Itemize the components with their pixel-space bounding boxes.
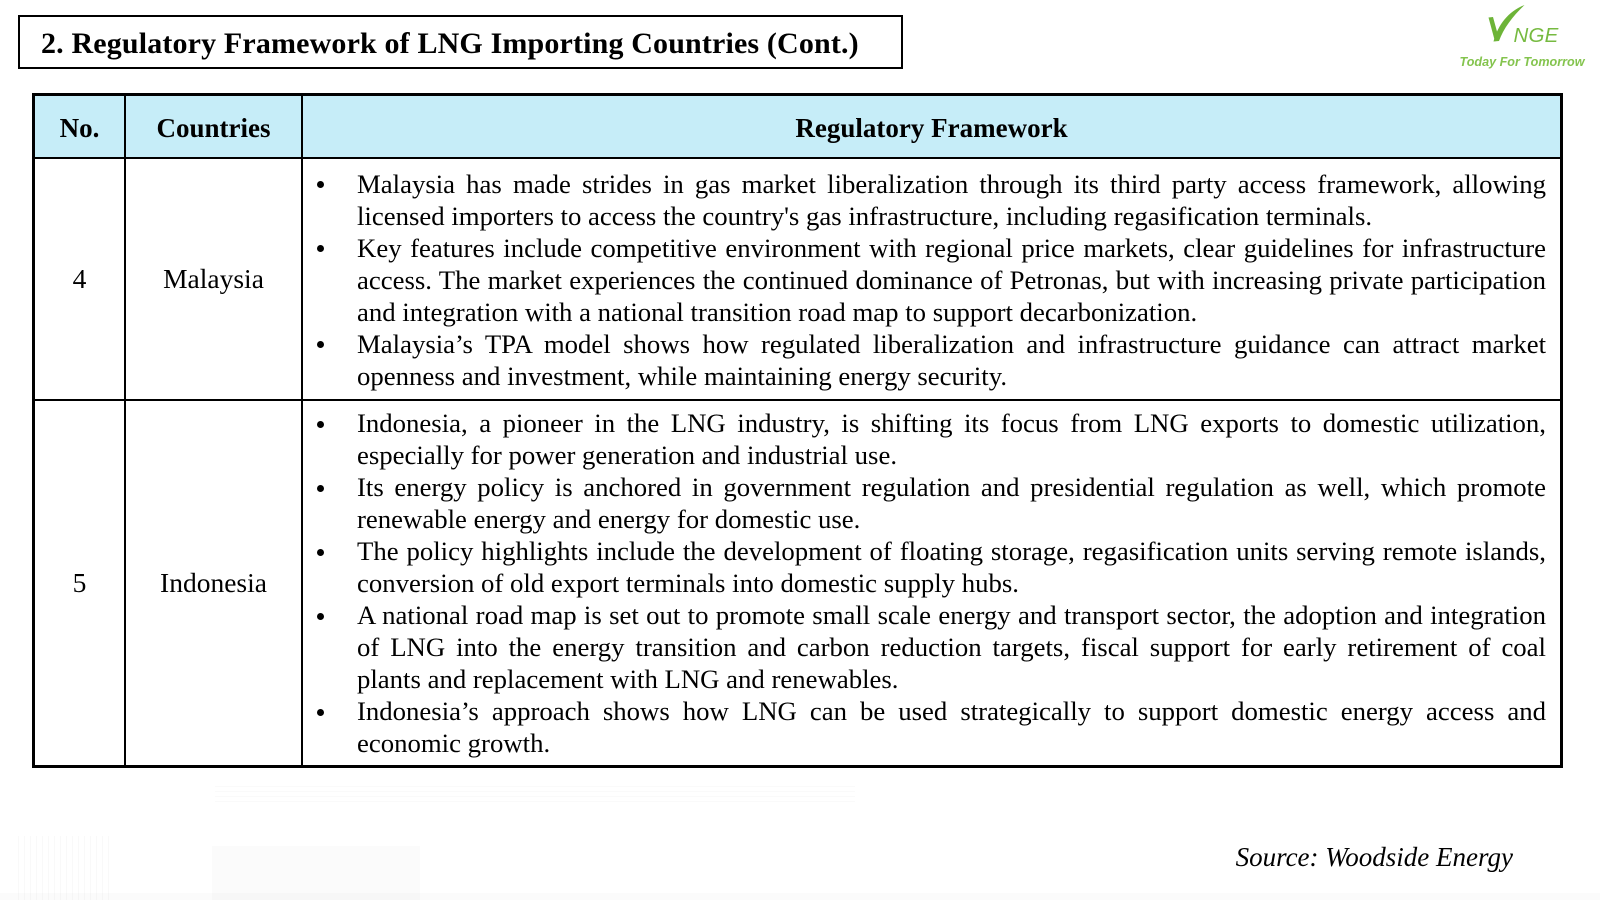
svg-text:NGE: NGE <box>1514 24 1559 47</box>
svg-text:Today For Tomorrow: Today For Tomorrow <box>1460 55 1586 69</box>
